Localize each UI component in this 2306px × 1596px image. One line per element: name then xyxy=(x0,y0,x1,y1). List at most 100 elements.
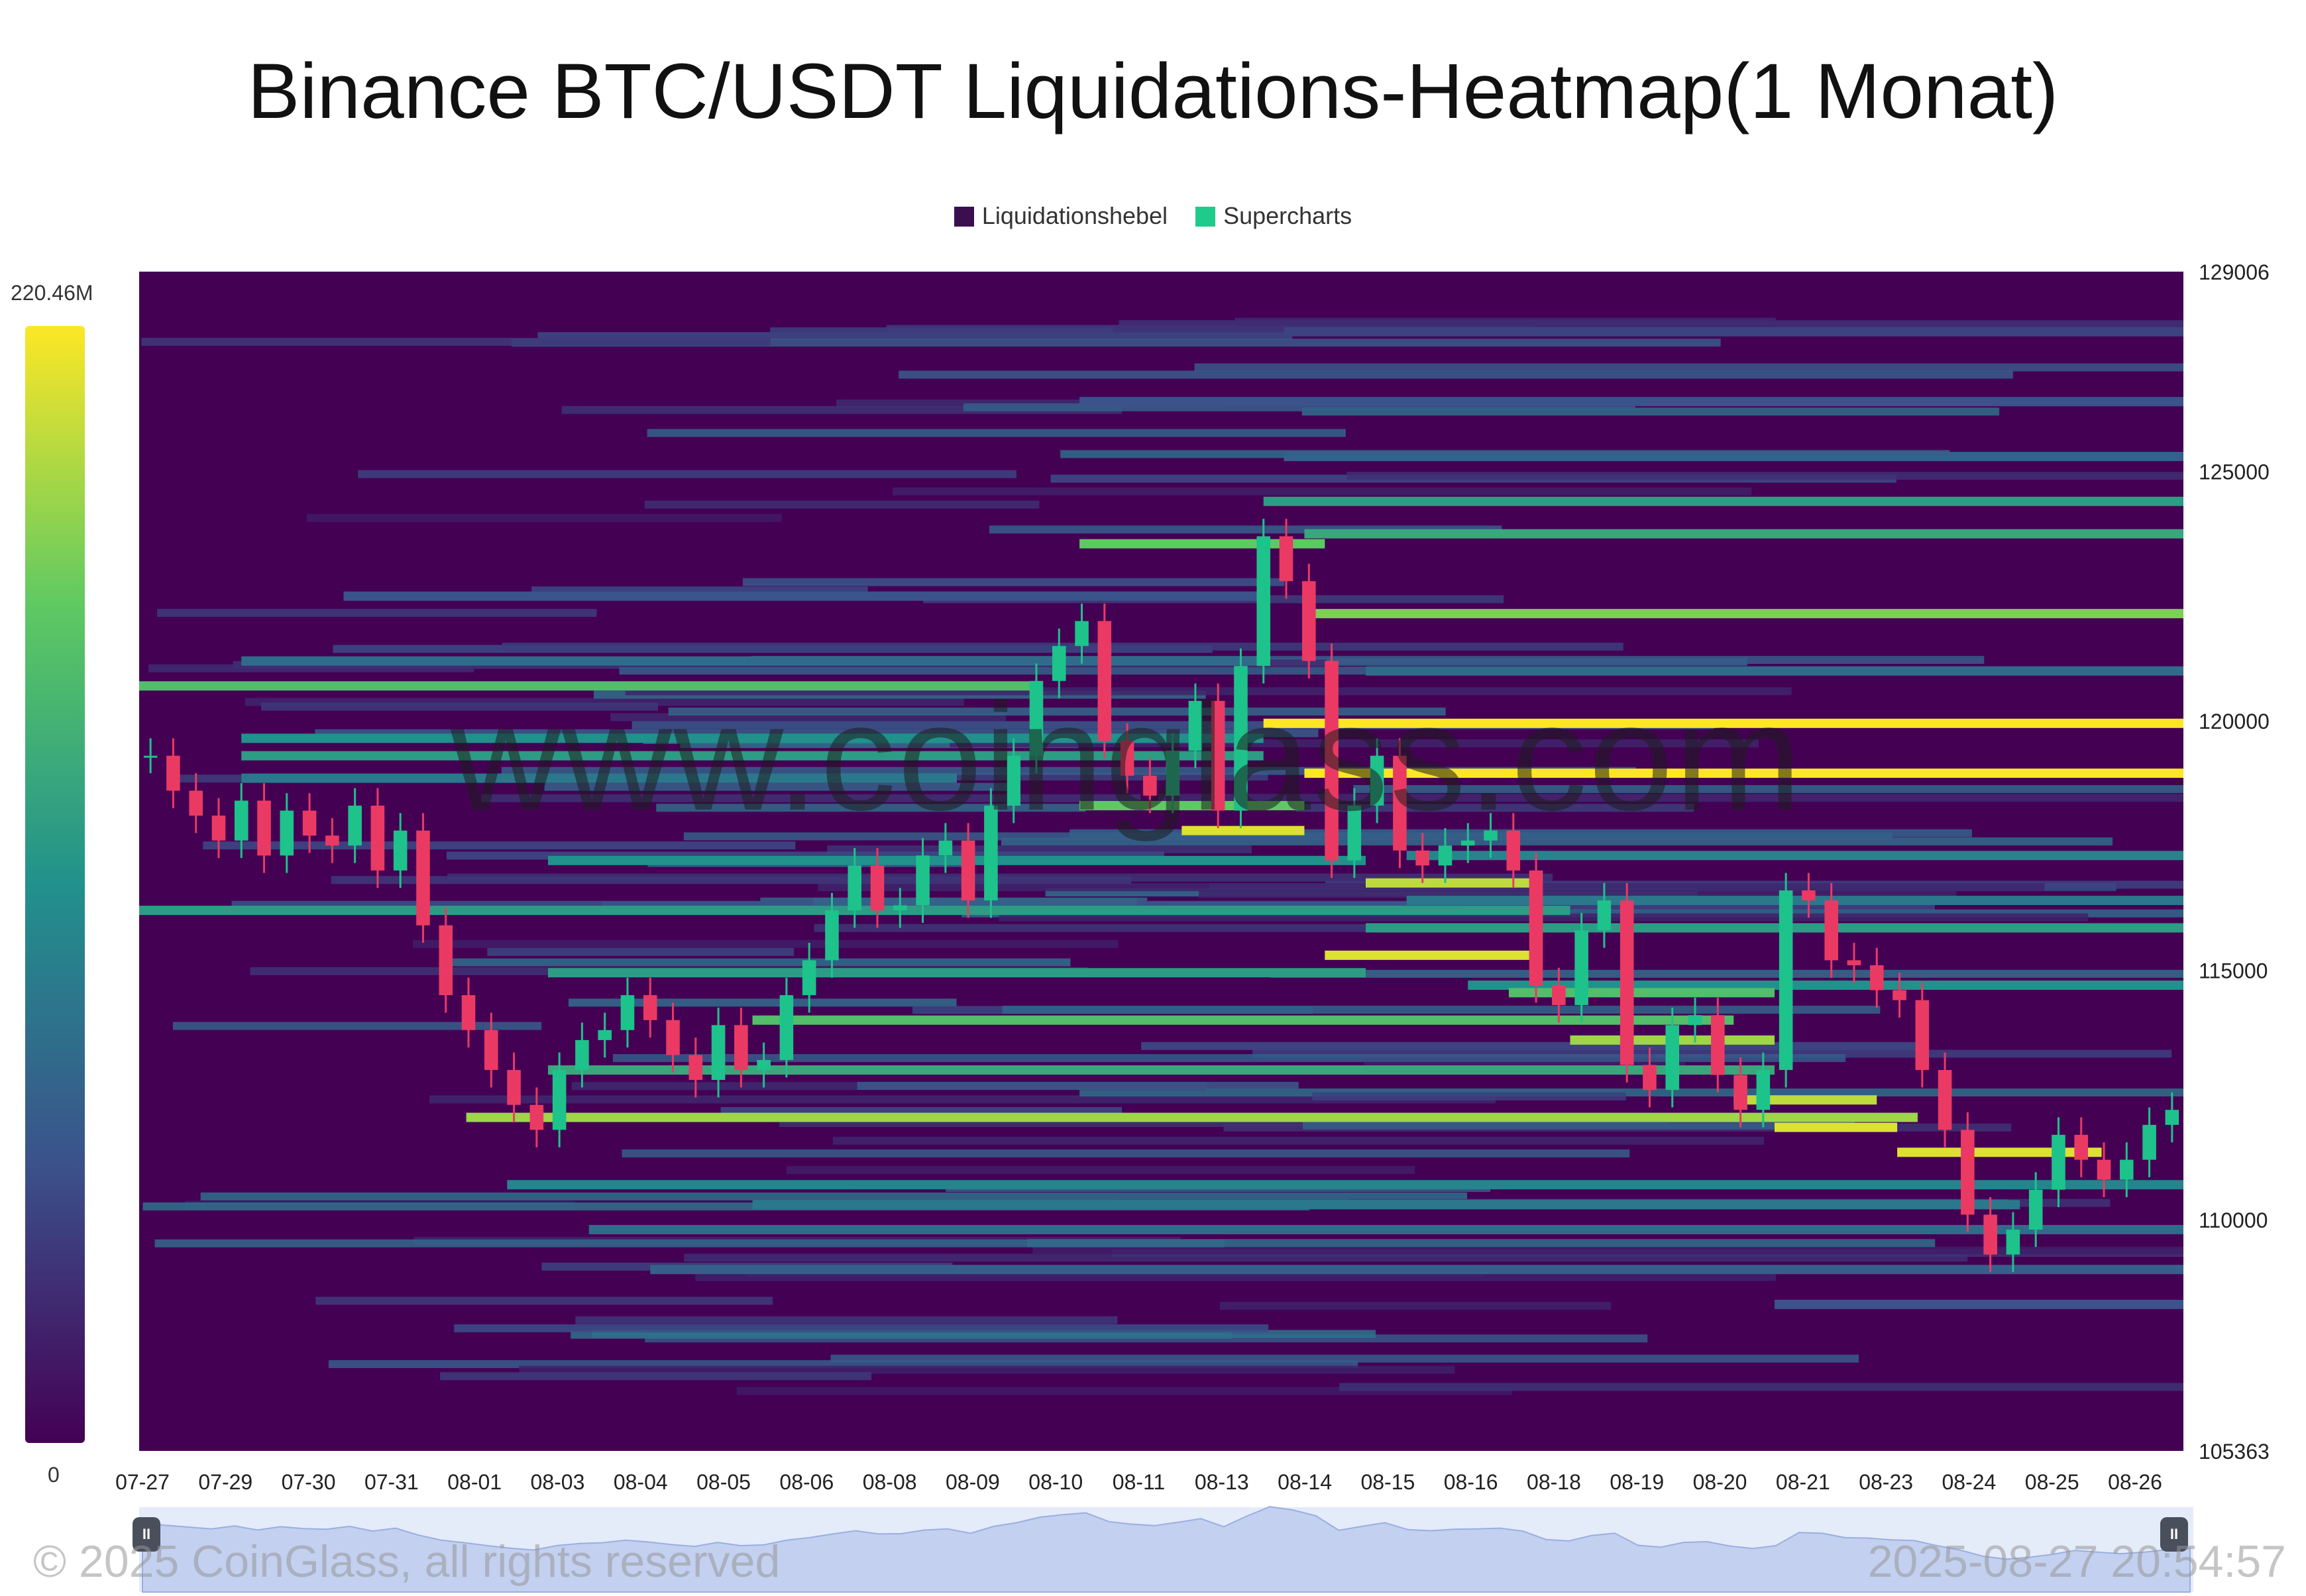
heat-band-bg xyxy=(261,702,658,711)
heat-band xyxy=(548,1065,1775,1075)
candle-body xyxy=(1484,830,1498,841)
legend: Liquidationshebel Supercharts xyxy=(0,202,2306,230)
heat-band-bg xyxy=(1194,363,2183,372)
y-tick-label: 115000 xyxy=(2199,959,2268,983)
candle-body xyxy=(643,995,657,1020)
x-tick-label: 07-31 xyxy=(364,1470,419,1494)
candle-body xyxy=(234,800,248,841)
candle-body xyxy=(2165,1110,2179,1125)
navigator-left-handle[interactable]: II xyxy=(133,1517,160,1552)
candle-body xyxy=(507,1070,521,1105)
heat-band-bg xyxy=(440,1372,872,1381)
heat-band xyxy=(1304,769,2183,778)
candle-body xyxy=(2028,1189,2043,1230)
heat-band-bg xyxy=(736,1387,1512,1395)
x-tick-label: 08-03 xyxy=(531,1470,585,1494)
heat-band xyxy=(1263,496,2183,506)
heat-band-bg xyxy=(154,1239,1225,1248)
heat-band xyxy=(1304,609,2183,619)
candle-body xyxy=(575,1039,589,1071)
legend-swatch-liquidation xyxy=(954,207,974,227)
heat-band-bg xyxy=(172,1022,542,1030)
y-tick-label: 105363 xyxy=(2199,1440,2270,1463)
heat-band xyxy=(241,656,1264,666)
heat-band xyxy=(752,1015,1734,1025)
candle-body xyxy=(1665,1025,1680,1091)
heat-band xyxy=(1366,666,2183,676)
heat-band-bg xyxy=(1303,1121,1855,1130)
heat-band xyxy=(1181,825,1305,835)
navigator-series xyxy=(142,1506,2191,1593)
heat-band xyxy=(1079,801,1305,811)
candle-body xyxy=(393,830,408,871)
x-tick-label: 08-05 xyxy=(696,1470,751,1494)
candle-body xyxy=(1256,536,1271,666)
candle-body xyxy=(1279,536,1293,582)
x-tick-label: 07-30 xyxy=(282,1470,336,1494)
candle-body xyxy=(439,925,453,996)
candle-body xyxy=(1438,845,1453,866)
candle-body xyxy=(1166,751,1180,796)
heat-band-bg xyxy=(445,958,1071,967)
candle-body xyxy=(1234,666,1248,811)
heat-band-bg xyxy=(141,337,771,346)
heat-band-bg xyxy=(832,1136,1765,1145)
candle-body xyxy=(938,840,953,856)
candle-body xyxy=(848,865,862,911)
heat-band-bg xyxy=(1235,317,1776,326)
candle-body xyxy=(1097,621,1112,741)
candle-body xyxy=(1915,1000,1930,1071)
candle-body xyxy=(1779,890,1793,1071)
candle-body xyxy=(1460,840,1475,846)
legend-item-liquidation[interactable]: Liquidationshebel xyxy=(954,202,1168,230)
candle-body xyxy=(1029,680,1044,756)
x-tick-label: 08-24 xyxy=(1942,1470,1996,1494)
candle-body xyxy=(1983,1214,1997,1255)
heat-band-bg xyxy=(612,1054,1846,1063)
candle-body xyxy=(1120,741,1134,776)
heat-band xyxy=(650,1265,2183,1275)
heat-band-bg xyxy=(157,609,597,617)
candle-body xyxy=(1211,700,1225,811)
heat-band xyxy=(752,1200,2020,1210)
candle-body xyxy=(893,905,907,911)
heat-band xyxy=(1508,988,1775,998)
x-tick-label: 08-11 xyxy=(1113,1470,1165,1494)
candle-body xyxy=(2120,1159,2134,1180)
legend-item-supercharts[interactable]: Supercharts xyxy=(1195,202,1352,230)
price-candles xyxy=(143,519,2179,1272)
candle-body xyxy=(1415,850,1429,866)
candle-body xyxy=(984,806,998,901)
candle-body xyxy=(666,1020,680,1055)
candle-body xyxy=(2097,1159,2111,1180)
heat-band-bg xyxy=(487,947,795,956)
heat-band xyxy=(1284,327,2183,337)
legend-swatch-supercharts xyxy=(1195,207,1216,227)
candle-body xyxy=(2074,1134,2089,1160)
x-tick-label: 08-04 xyxy=(614,1470,668,1494)
x-tick-label: 08-09 xyxy=(946,1470,1000,1494)
color-scale-bar[interactable] xyxy=(25,326,85,1443)
heat-band xyxy=(1775,1299,2183,1309)
candle-body xyxy=(1370,755,1384,806)
candle-body xyxy=(620,995,635,1030)
heat-band xyxy=(548,855,1366,865)
heat-band-bg xyxy=(999,913,2089,922)
range-navigator[interactable] xyxy=(139,1506,2193,1593)
heat-band-bg xyxy=(813,897,1137,906)
color-scale-min-label: 0 xyxy=(48,1463,60,1487)
candle-body xyxy=(552,1070,567,1130)
heat-band-bg xyxy=(511,339,1721,347)
candle-body xyxy=(302,810,317,836)
x-tick-label: 08-08 xyxy=(863,1470,917,1494)
candle-body xyxy=(2142,1124,2156,1160)
heat-band-bg xyxy=(1158,794,2183,802)
heat-band-bg xyxy=(1353,784,2183,793)
navigator-right-handle[interactable]: II xyxy=(2160,1517,2188,1552)
heat-band-bg xyxy=(1346,472,2183,480)
candle-body xyxy=(961,840,975,901)
heat-band-bg xyxy=(899,370,2013,379)
heat-band-bg xyxy=(519,1365,1455,1374)
heat-band-bg xyxy=(1312,1092,1626,1101)
